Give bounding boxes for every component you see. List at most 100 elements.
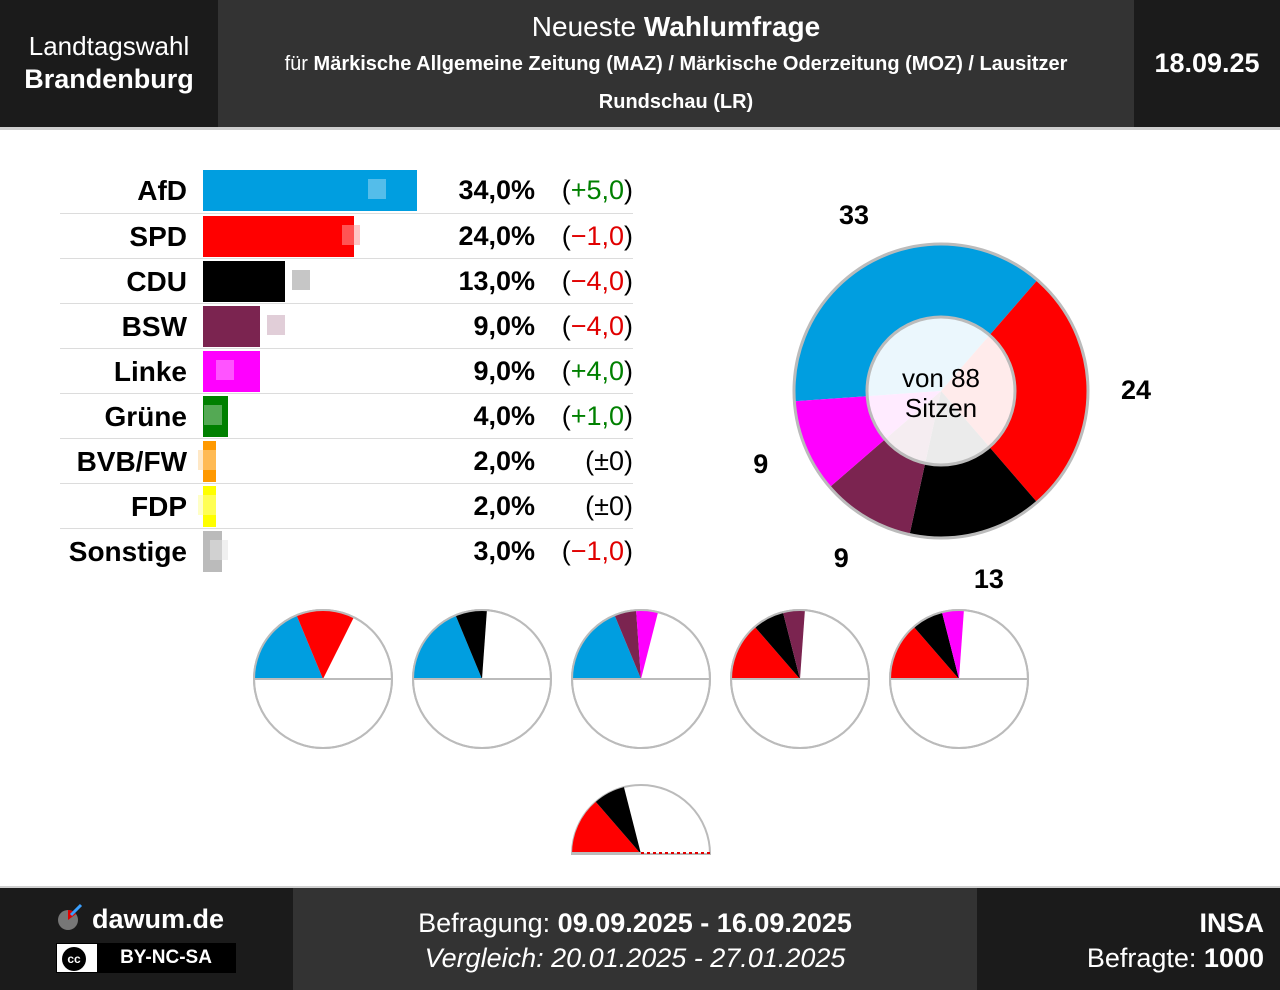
party-label: AfD	[137, 175, 187, 206]
respondents: Befragte: 1000	[977, 940, 1264, 976]
paren-open: (	[561, 536, 571, 566]
institute-name: INSA	[1199, 908, 1264, 938]
coalition-slice-linke	[941, 610, 964, 679]
coalition-chart-spd-cdu-linke	[889, 609, 1029, 749]
coalition-slice-spd	[296, 610, 354, 679]
coalition-slice-linke	[636, 610, 659, 679]
change-value: −4,0	[570, 311, 624, 341]
change-value: −1,0	[570, 536, 624, 566]
bar-row-bvb-fw: BVB/FW 2,0% (±0)	[60, 438, 633, 484]
change-label: (±0)	[585, 439, 633, 484]
previous-value-marker	[203, 405, 222, 425]
bar-cdu	[203, 261, 285, 302]
bar-row-grüne: Grüne 4,0% (+1,0)	[60, 393, 633, 439]
change-label: (+4,0)	[562, 349, 633, 394]
previous-value-marker	[197, 450, 216, 470]
donut-outline	[792, 242, 1090, 540]
seat-label-spd: 24	[1120, 375, 1151, 406]
coalition-slice-bsw	[782, 610, 805, 679]
value-label: 13,0%	[458, 266, 535, 296]
value-label: 34,0%	[458, 175, 535, 205]
previous-value-marker	[292, 270, 310, 290]
license-text: BY-NC-SA	[97, 944, 235, 972]
paren-close: )	[624, 266, 633, 296]
respondents-count: 1000	[1203, 943, 1264, 973]
poll-heading: Neueste Wahlumfrage	[218, 9, 1134, 45]
survey-label: Befragung:	[418, 908, 558, 938]
party-label: Sonstige	[68, 536, 187, 567]
bar-row-linke: Linke 9,0% (+4,0)	[60, 348, 633, 394]
compare-dates: 20.01.2025 - 27.01.2025	[551, 943, 846, 973]
paren-close: )	[624, 175, 633, 205]
change-value: +4,0	[570, 356, 624, 386]
poll-client: für Märkische Allgemeine Zeitung (MAZ) /…	[246, 45, 1106, 121]
change-value: +1,0	[570, 401, 624, 431]
value-label: 3,0%	[473, 536, 535, 566]
change-label: (+5,0)	[562, 168, 633, 213]
coalition-slice-spd	[890, 626, 959, 679]
party-label: Linke	[113, 356, 187, 387]
change-value: −1,0	[570, 221, 624, 251]
election-state: Brandenburg	[24, 64, 194, 94]
coalition-chart-spd-cdu	[570, 784, 712, 855]
survey-dates: 09.09.2025 - 16.09.2025	[557, 908, 852, 938]
donut-center	[865, 315, 1017, 467]
seat-label-afd: 33	[838, 200, 869, 231]
poll-client-name: Märkische Allgemeine Zeitung (MAZ) / Mär…	[313, 53, 1068, 113]
survey-period-info: Befragung: 09.09.2025 - 16.09.2025 Vergl…	[293, 888, 977, 990]
cc-icon: cc	[62, 947, 86, 971]
coalition-slice-bsw	[614, 610, 641, 679]
value-label: 9,0%	[473, 356, 535, 386]
coalition-slice-cdu	[913, 612, 959, 679]
paren-open: (	[561, 401, 571, 431]
donut-center-line2: Sitzen	[905, 393, 977, 423]
coalition-slice-spd	[572, 801, 641, 854]
paren-close: )	[624, 221, 633, 251]
paren-close: )	[624, 536, 633, 566]
bar-spd	[203, 216, 355, 257]
previous-value-marker	[367, 179, 386, 199]
coalition-slice-cdu	[595, 787, 641, 854]
value-label: 9,0%	[473, 311, 535, 341]
change-value: −4,0	[570, 266, 624, 296]
value-label: 2,0%	[473, 491, 535, 521]
institute-info: INSA Befragte: 1000	[977, 888, 1280, 990]
footer: dawum.de cc BY-NC-SA Befragung: 09.09.20…	[0, 888, 1280, 990]
previous-value-marker	[197, 495, 216, 515]
change-label: (+1,0)	[562, 394, 633, 439]
coalition-slice-afd	[254, 615, 323, 679]
previous-value-marker	[216, 360, 235, 380]
license-badge[interactable]: cc BY-NC-SA	[56, 943, 236, 973]
change-value: ±0	[594, 491, 624, 521]
paren-open: (	[561, 175, 571, 205]
party-label: Grüne	[104, 401, 187, 432]
paren-open: (	[561, 266, 571, 296]
party-label: BVB/FW	[76, 446, 187, 477]
paren-close: )	[624, 401, 633, 431]
poll-heading-prefix: Neueste	[531, 11, 644, 42]
change-label: (−4,0)	[562, 304, 633, 349]
bar-row-bsw: BSW 9,0% (−4,0)	[60, 303, 633, 349]
bar-row-sonstige: Sonstige 3,0% (−1,0)	[60, 528, 633, 574]
donut-center-line1: von 88	[902, 363, 980, 393]
paren-open: (	[561, 356, 571, 386]
header: Landtagswahl Brandenburg Neueste Wahlumf…	[0, 0, 1280, 127]
poll-title: Neueste Wahlumfrage für Märkische Allgem…	[218, 0, 1134, 127]
compare-label: Vergleich:	[424, 943, 552, 973]
change-value: +5,0	[570, 175, 624, 205]
change-label: (−1,0)	[562, 529, 633, 574]
paren-open: (	[561, 311, 571, 341]
footer-brand: dawum.de cc BY-NC-SA	[0, 888, 293, 990]
coalition-slice-spd	[731, 626, 800, 679]
party-label: FDP	[131, 491, 187, 522]
bar-row-afd: AfD 34,0% (+5,0)	[60, 168, 633, 213]
change-label: (−1,0)	[562, 214, 633, 259]
compare-period: Vergleich: 20.01.2025 - 27.01.2025	[293, 940, 977, 976]
brand-name[interactable]: dawum.de	[92, 904, 225, 934]
poll-client-prefix: für	[284, 53, 314, 75]
value-label: 24,0%	[458, 221, 535, 251]
coalition-slice-cdu	[754, 612, 800, 679]
election-type: Landtagswahl	[28, 31, 190, 61]
bar-bsw	[203, 306, 260, 347]
change-label: (−4,0)	[562, 259, 633, 304]
